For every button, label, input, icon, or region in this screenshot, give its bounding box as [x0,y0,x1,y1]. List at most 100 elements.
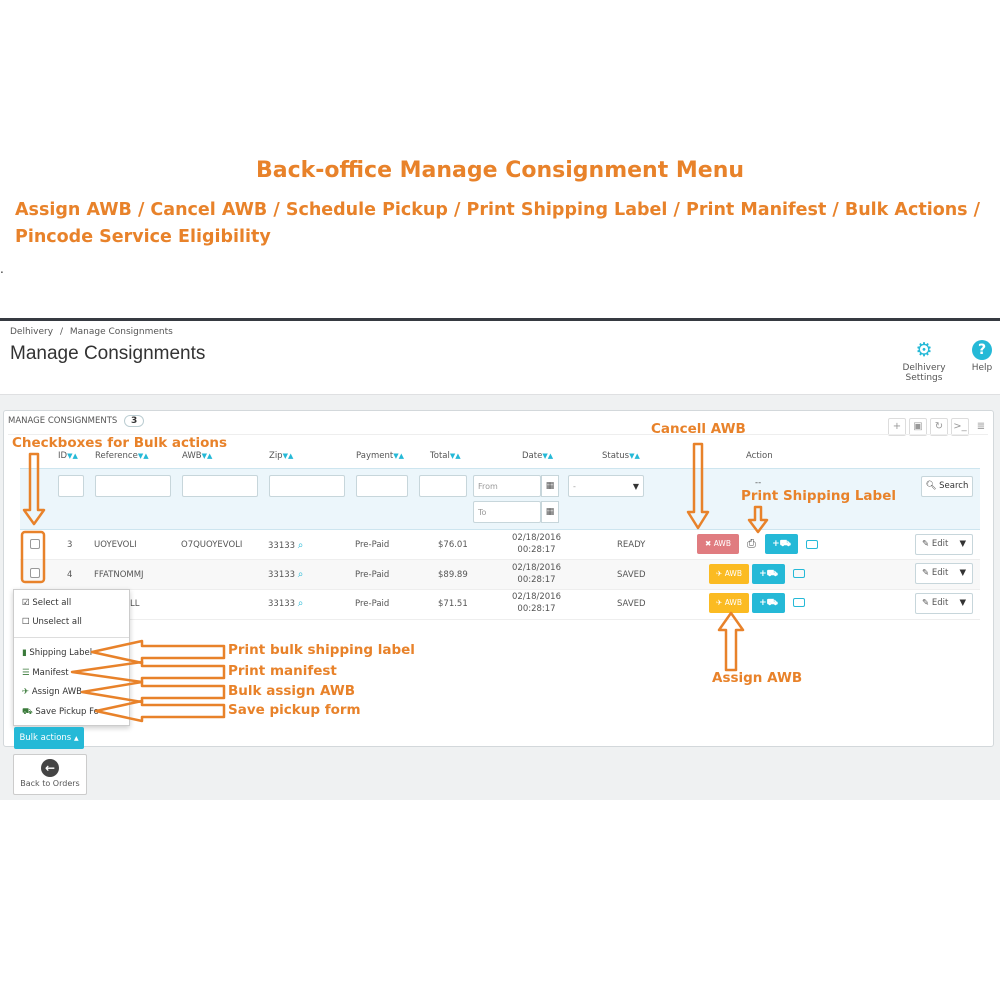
col-reference-label: Reference [95,451,138,461]
delhivery-settings-button[interactable]: ⚙ Delhivery Settings [885,340,963,383]
delhivery-settings-label: Delhivery Settings [902,363,946,383]
schedule-pickup-button[interactable]: +⛟ [765,534,798,554]
unselect-all-label: Unselect all [32,617,82,627]
col-total[interactable]: Total▼▲ [430,451,461,461]
col-date-label: Date [522,451,543,461]
assign-awb-button[interactable]: ✈ AWB [709,593,749,613]
assign-awb-button[interactable]: ✈ AWB [709,564,749,584]
filter-date-from-input[interactable]: From [473,475,541,497]
list-icon: ☰ [22,668,30,678]
col-payment[interactable]: Payment▼▲ [356,451,404,461]
select-all-label: Select all [32,598,72,608]
back-to-orders-button[interactable]: ← Back to Orders [13,754,87,795]
sort-icon[interactable]: ▼▲ [282,452,294,460]
database-icon[interactable]: ≣ [976,421,986,432]
bulk-actions-button[interactable]: Bulk actions ▲ [14,727,84,749]
menu-item-save-pickup[interactable]: ⛟ Save Pickup Fo [22,707,99,718]
row-checkbox[interactable] [30,539,40,549]
row-awb: O7QUOYEVOLI [181,540,243,550]
col-date[interactable]: Date▼▲ [522,451,553,461]
annotation-bulk-label: Print bulk shipping label [228,642,415,658]
search-label: Search [939,481,969,491]
row-status: READY [617,540,646,550]
search-button[interactable]: 🔍︎ Search [921,476,973,497]
annotation-cancel-awb: Cancell AWB [651,421,746,437]
edit-button[interactable]: ✎ Edit ▼ [915,593,973,614]
shipping-label-label: Shipping Label [29,648,93,658]
promo-title: Back-office Manage Consignment Menu [255,158,745,183]
printer-icon[interactable]: ⎙ [747,537,756,550]
menu-item-assign-awb[interactable]: ✈ Assign AWB [22,687,82,697]
calendar-icon[interactable]: ▦ [541,501,559,523]
row-date-value: 02/18/2016 [512,533,561,543]
row-date-value: 02/18/2016 [512,563,561,573]
col-id[interactable]: ID▼▲ [58,451,78,461]
caret-up-icon: ▲ [73,735,79,742]
sort-icon[interactable]: ▼▲ [201,452,213,460]
menu-item-manifest[interactable]: ☰ Manifest [22,668,69,678]
col-zip[interactable]: Zip▼▲ [269,451,293,461]
search-icon[interactable]: ⌕ [297,540,304,551]
admin-top-bar [0,318,1000,321]
filter-zip-input[interactable] [269,475,345,497]
breadcrumb-root[interactable]: Delhivery [10,327,54,337]
row-checkbox[interactable] [30,568,40,578]
filter-payment-input[interactable] [356,475,408,497]
col-reference[interactable]: Reference▼▲ [95,451,149,461]
schedule-pickup-button[interactable]: +⛟ [752,593,785,613]
caret-down-icon[interactable]: ▼ [959,598,966,608]
save-pickup-label: Save Pickup Fo [35,707,99,717]
edit-button[interactable]: ✎ Edit ▼ [915,534,973,555]
filter-date-to-input[interactable]: To [473,501,541,523]
table-row [20,590,980,620]
caret-down-icon[interactable]: ▼ [959,539,966,549]
sql-query-icon[interactable]: >_ [951,418,969,436]
sort-icon[interactable]: ▼▲ [67,452,78,460]
sort-icon[interactable]: ▼▲ [393,452,404,460]
calendar-icon[interactable]: ▦ [541,475,559,497]
count-badge: 3 [124,415,145,427]
edit-button[interactable]: ✎ Edit ▼ [915,563,973,584]
refresh-icon[interactable]: ↻ [930,418,948,436]
sort-icon[interactable]: ▼▲ [449,452,461,460]
view-icon[interactable] [793,569,805,578]
filter-awb-input[interactable] [182,475,258,497]
filter-status-select[interactable]: - ▼ [568,475,644,497]
menu-item-shipping-label[interactable]: ▮ Shipping Label [22,648,92,658]
sort-icon[interactable]: ▼▲ [629,452,640,460]
sort-icon[interactable]: ▼▲ [137,452,149,460]
row-date: 02/18/2016 00:28:17 [512,532,561,556]
col-awb[interactable]: AWB▼▲ [182,451,212,461]
search-icon[interactable]: ⌕ [297,598,304,609]
annotation-manifest: Print manifest [228,663,337,679]
schedule-pickup-button[interactable]: +⛟ [752,564,785,584]
row-date-value: 02/18/2016 [512,592,561,602]
manifest-label: Manifest [32,668,69,678]
arrow-to-cancel-awb [686,442,710,530]
arrow-to-manifest [70,660,226,684]
menu-item-select-all[interactable]: ☑ Select all [22,598,71,608]
help-button[interactable]: ? Help [967,340,997,373]
filter-id-input[interactable] [58,475,84,497]
filter-total-input[interactable] [419,475,467,497]
cancel-awb-button[interactable]: ✖ AWB [697,534,739,554]
row-status: SAVED [617,570,646,580]
export-icon[interactable]: ▣ [909,418,927,436]
promo-subtitle: Assign AWB / Cancel AWB / Schedule Picku… [15,200,981,247]
sort-icon[interactable]: ▼▲ [542,452,554,460]
search-icon: 🔍︎ [925,481,937,491]
menu-item-unselect-all[interactable]: ☐ Unselect all [22,617,82,627]
annotation-print-label: Print Shipping Label [741,488,896,504]
arrow-to-assign-menu [80,680,226,704]
row-time-value: 00:28:17 [517,545,556,555]
breadcrumb-current: Manage Consignments [69,327,173,337]
caret-down-icon[interactable]: ▼ [959,568,966,578]
view-icon[interactable] [793,598,805,607]
view-icon[interactable] [806,540,818,549]
table-row [20,530,980,560]
empty-box-icon: ☐ [22,617,30,627]
add-icon[interactable]: + [888,418,906,436]
filter-reference-input[interactable] [95,475,171,497]
search-icon[interactable]: ⌕ [297,569,304,580]
col-status[interactable]: Status▼▲ [602,451,640,461]
